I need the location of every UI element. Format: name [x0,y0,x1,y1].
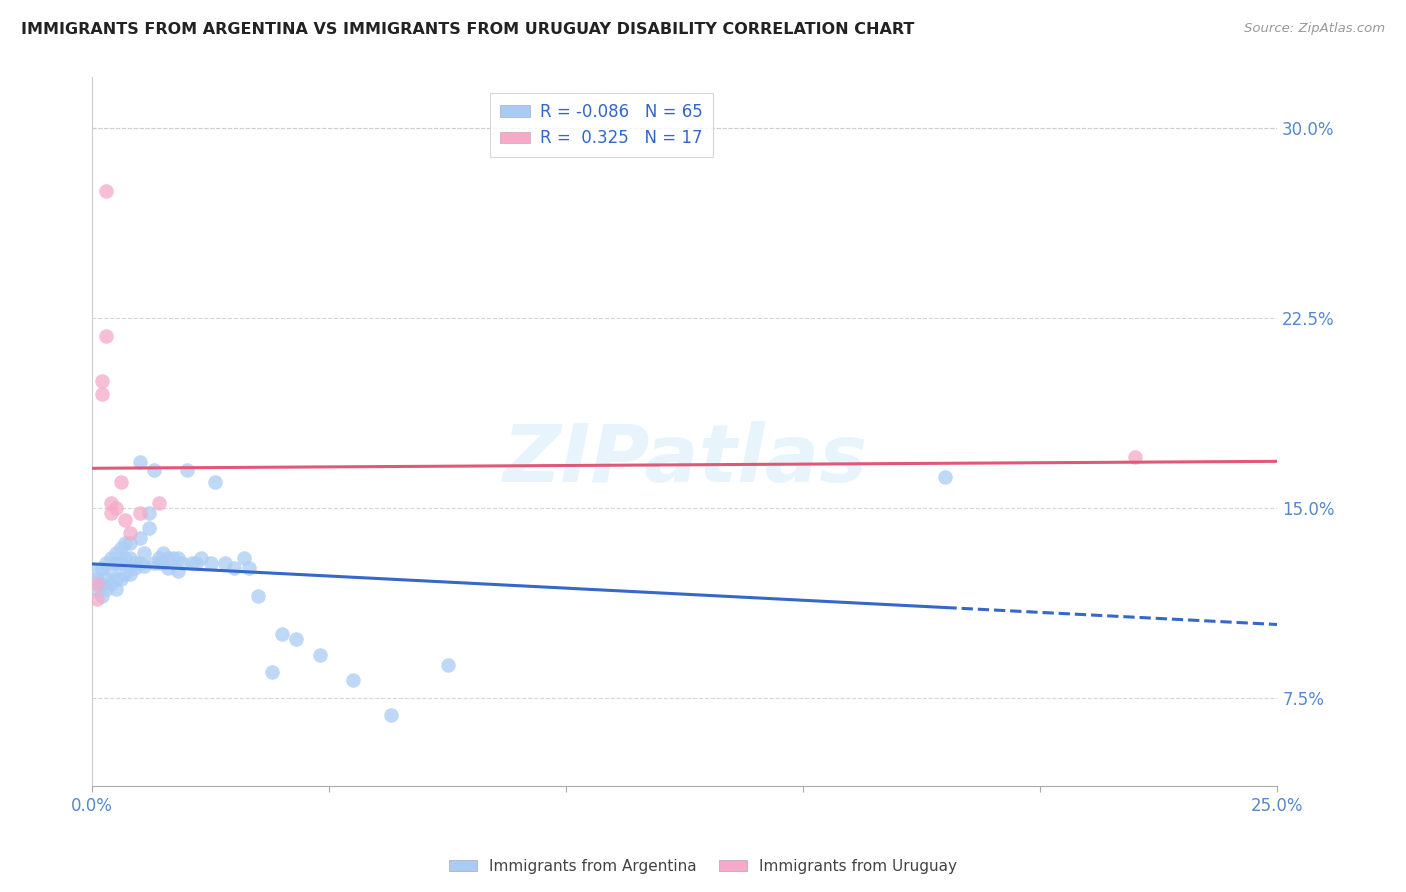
Point [148,496,170,510]
Point [308,648,330,662]
Point [934,470,956,484]
Point [90,576,112,591]
Point [134,546,156,560]
Point [134,558,156,573]
Point [90,590,112,604]
Point [96,328,118,343]
Point [100,506,122,520]
Point [114,513,136,527]
Point [148,551,170,566]
Point [142,557,165,571]
Point [100,564,122,578]
Point [120,536,142,550]
Legend: Immigrants from Argentina, Immigrants from Uruguay: Immigrants from Argentina, Immigrants fr… [443,853,963,880]
Point [86,582,108,596]
Point [157,551,180,566]
Point [166,564,188,578]
Point [120,551,142,566]
Point [104,500,127,515]
Point [148,557,170,571]
Point [124,557,146,571]
Text: Source: ZipAtlas.com: Source: ZipAtlas.com [1244,22,1385,36]
Point [285,632,308,647]
Point [1123,450,1146,464]
Point [204,475,226,490]
Point [152,557,174,571]
Point [138,506,160,520]
Point [100,496,122,510]
Point [436,657,458,672]
Point [238,561,260,575]
Point [200,557,222,571]
Point [114,551,136,566]
Point [100,551,122,566]
Point [86,564,108,578]
Point [157,561,180,575]
Point [172,557,194,571]
Point [110,557,132,571]
Point [342,673,364,687]
Point [110,475,132,490]
Point [104,582,127,596]
Point [96,557,118,571]
Point [262,665,284,680]
Point [176,463,198,477]
Point [114,536,136,550]
Text: IMMIGRANTS FROM ARGENTINA VS IMMIGRANTS FROM URUGUAY DISABILITY CORRELATION CHAR: IMMIGRANTS FROM ARGENTINA VS IMMIGRANTS … [21,22,914,37]
Text: ZIPatlas: ZIPatlas [502,421,868,500]
Point [224,561,246,575]
Point [128,531,150,545]
Point [142,463,165,477]
Point [120,526,142,541]
Point [96,572,118,586]
Point [90,561,112,575]
Point [152,546,174,560]
Point [214,557,236,571]
Point [86,572,108,586]
Point [162,551,184,566]
Point [96,582,118,596]
Point [104,572,127,586]
Point [86,591,108,606]
Point [247,590,270,604]
Point [104,546,127,560]
Point [128,506,150,520]
Legend: R = -0.086   N = 65, R =  0.325   N = 17: R = -0.086 N = 65, R = 0.325 N = 17 [491,93,713,157]
Point [104,557,127,571]
Point [120,566,142,581]
Point [110,572,132,586]
Point [380,708,402,723]
Point [90,374,112,388]
Point [232,551,254,566]
Point [114,566,136,581]
Point [180,557,202,571]
Point [100,576,122,591]
Point [110,541,132,556]
Point [270,627,292,641]
Point [128,557,150,571]
Point [190,551,212,566]
Point [90,387,112,401]
Point [138,521,160,535]
Point [128,455,150,469]
Point [124,561,146,575]
Point [86,576,108,591]
Point [96,185,118,199]
Point [166,551,188,566]
Point [186,557,208,571]
